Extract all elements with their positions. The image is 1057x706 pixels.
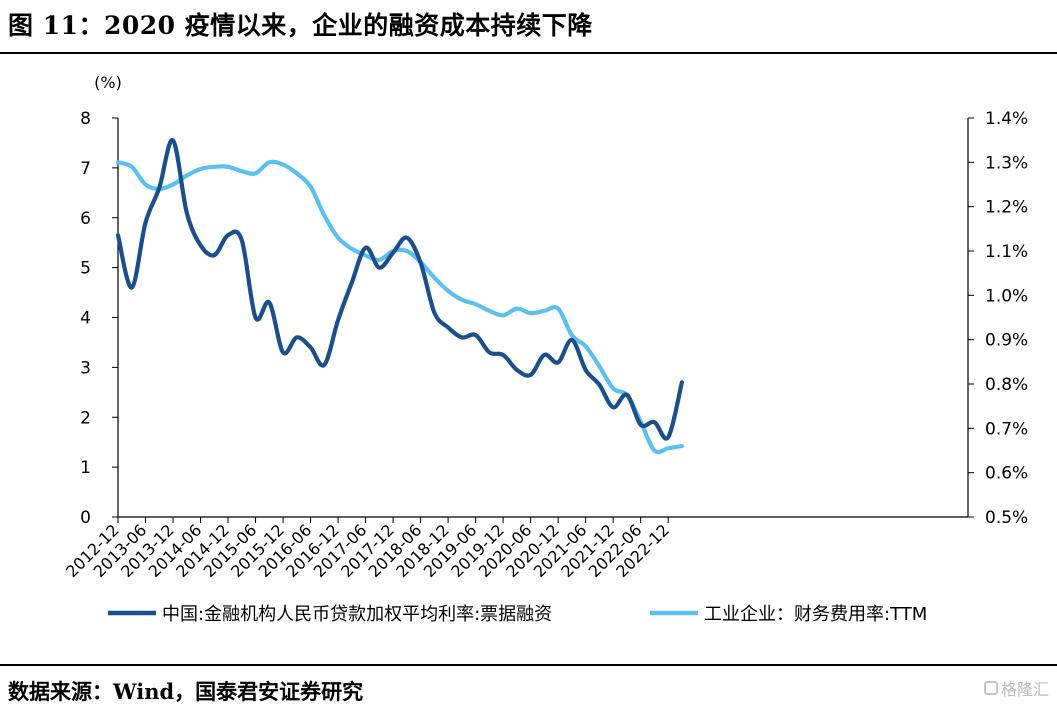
left-tick-label: 3 — [80, 358, 91, 378]
right-tick-label: 0.5% — [985, 508, 1028, 528]
watermark: 格隆汇 — [983, 676, 1049, 700]
left-tick-label: 0 — [80, 508, 91, 528]
left-tick-label: 6 — [80, 209, 91, 229]
left-tick-label: 1 — [80, 458, 91, 478]
figure-title: 图 11：2020 疫情以来，企业的融资成本持续下降 — [8, 11, 593, 40]
left-tick-label: 4 — [80, 309, 91, 329]
watermark-logo-icon — [983, 681, 998, 695]
series-line-bill-financing-rate — [115, 138, 684, 441]
right-tick-label: 1.3% — [985, 153, 1028, 173]
right-tick-label: 1.4% — [985, 109, 1028, 129]
left-tick-label: 7 — [80, 159, 91, 179]
right-tick-label: 1.2% — [985, 198, 1028, 218]
watermark-text: 格隆汇 — [1000, 680, 1049, 699]
legend-financial-expense-ratio-label: 工业企业：财务费用率:TTM — [704, 604, 927, 625]
series-line-financial-expense-ratio — [115, 159, 684, 455]
left-tick-label: 2 — [80, 408, 91, 428]
left-tick-label: 5 — [80, 259, 91, 279]
line-chart: (%) 0 1 2 3 4 5 6 7 8 0.5% 0.6% 0.7% 0.8% 0.9% 1.0% 1.1%… — [62, 73, 1028, 625]
bottom-rule — [0, 664, 1057, 666]
right-tick-label: 0.7% — [985, 419, 1028, 439]
right-tick-label: 0.8% — [985, 375, 1028, 395]
data-source: 数据来源：Wind，国泰君安证券研究 — [8, 679, 364, 704]
top-rule — [0, 52, 1057, 54]
right-tick-label: 0.6% — [985, 464, 1028, 484]
right-tick-label: 1.1% — [985, 242, 1028, 262]
right-tick-label: 1.0% — [985, 286, 1028, 306]
right-tick-label: 0.9% — [985, 331, 1028, 351]
legend-bill-financing-rate-label: 中国:金融机构人民币贷款加权平均利率:票据融资 — [162, 604, 552, 625]
left-axis-unit-label: (%) — [94, 73, 122, 92]
left-tick-label: 8 — [80, 109, 91, 129]
